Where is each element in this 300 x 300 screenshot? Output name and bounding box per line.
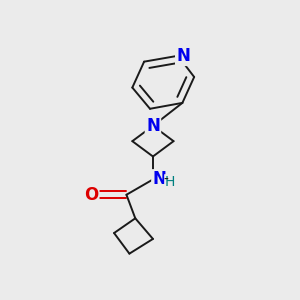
- Text: N: N: [146, 117, 160, 135]
- Text: N: N: [176, 47, 190, 65]
- Text: N: N: [152, 170, 167, 188]
- Text: -: -: [164, 173, 168, 187]
- Text: H: H: [165, 175, 175, 189]
- Text: O: O: [84, 186, 98, 204]
